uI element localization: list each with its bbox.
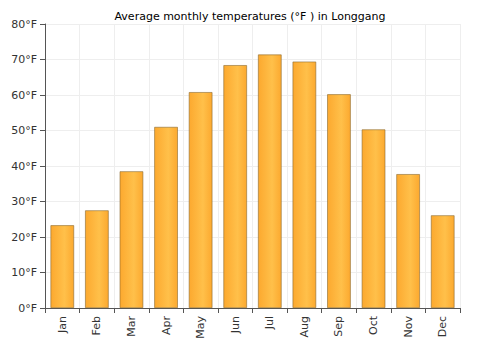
svg-text:Jul: Jul xyxy=(263,316,276,330)
svg-text:10°F: 10°F xyxy=(11,266,37,279)
svg-text:Dec: Dec xyxy=(436,316,449,337)
svg-text:70°F: 70°F xyxy=(11,53,37,66)
svg-text:Apr: Apr xyxy=(160,316,173,336)
svg-text:Jan: Jan xyxy=(56,316,69,334)
svg-text:Nov: Nov xyxy=(402,316,415,338)
svg-text:80°F: 80°F xyxy=(11,18,37,31)
svg-text:Mar: Mar xyxy=(125,316,138,337)
svg-text:30°F: 30°F xyxy=(11,195,37,208)
svg-text:40°F: 40°F xyxy=(11,160,37,173)
svg-text:Feb: Feb xyxy=(90,316,103,335)
svg-text:Aug: Aug xyxy=(298,316,311,337)
svg-text:Average monthly temperatures (: Average monthly temperatures (°F ) in Lo… xyxy=(114,10,385,23)
svg-text:60°F: 60°F xyxy=(11,89,37,102)
svg-text:Oct: Oct xyxy=(367,315,380,335)
svg-text:Sep: Sep xyxy=(332,316,345,337)
svg-text:Jun: Jun xyxy=(229,316,242,334)
svg-text:May: May xyxy=(194,316,207,339)
svg-text:0°F: 0°F xyxy=(18,302,37,315)
svg-text:50°F: 50°F xyxy=(11,124,37,137)
svg-text:20°F: 20°F xyxy=(11,231,37,244)
